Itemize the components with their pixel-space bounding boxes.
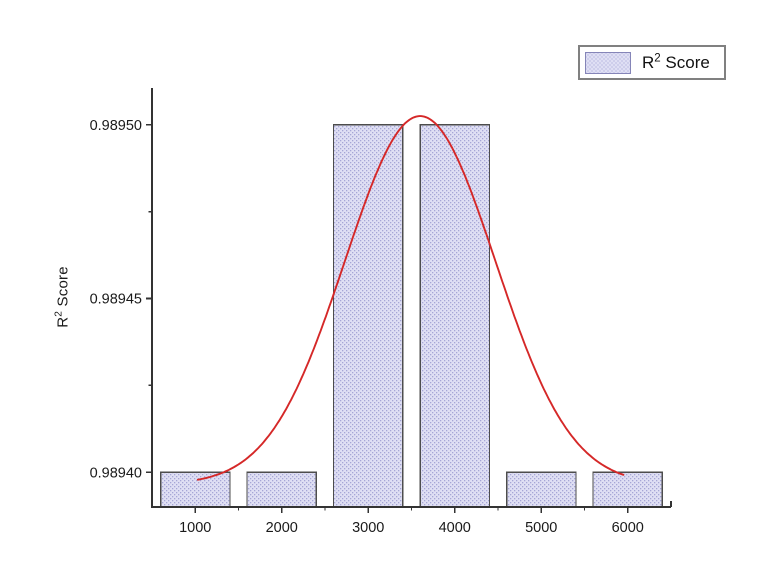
axes xyxy=(146,88,672,513)
y-axis-title: R2 Score xyxy=(53,266,72,328)
x-tick-label: 1000 xyxy=(179,520,211,536)
legend: R2 Score xyxy=(578,45,726,80)
x-tick-label: 2000 xyxy=(266,520,298,536)
x-tick-label: 3000 xyxy=(352,520,384,536)
y-tick-label: 0.98945 xyxy=(90,292,142,308)
x-tick-label: 4000 xyxy=(439,520,471,536)
bar-3000 xyxy=(333,124,404,508)
y-tick-label: 0.98950 xyxy=(90,118,142,134)
bar-5000 xyxy=(506,471,577,508)
gaussian-fit-curve xyxy=(196,115,625,481)
legend-label: R2 Score xyxy=(642,51,710,72)
x-tick-label: 6000 xyxy=(612,520,644,536)
bar-4000 xyxy=(419,124,491,508)
bar-1000 xyxy=(160,471,231,508)
x-tick-label: 5000 xyxy=(525,520,557,536)
tick-labels: 1000 2000 3000 4000 5000 6000 0.98940 0.98945 0.… xyxy=(90,118,644,536)
bar-6000 xyxy=(592,471,663,508)
legend-swatch xyxy=(585,51,631,74)
y-tick-label: 0.98940 xyxy=(90,465,142,481)
bar-2000 xyxy=(246,471,317,508)
